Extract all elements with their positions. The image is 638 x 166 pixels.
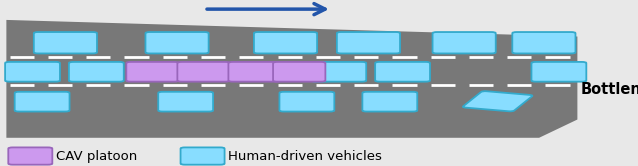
Text: Bottleneck: Bottleneck	[581, 82, 638, 97]
FancyBboxPatch shape	[254, 32, 317, 53]
FancyBboxPatch shape	[531, 62, 586, 82]
Text: CAV platoon: CAV platoon	[56, 150, 137, 163]
FancyBboxPatch shape	[145, 32, 209, 53]
FancyBboxPatch shape	[433, 32, 496, 53]
FancyBboxPatch shape	[362, 92, 417, 112]
FancyBboxPatch shape	[158, 92, 213, 112]
FancyBboxPatch shape	[8, 147, 52, 165]
FancyBboxPatch shape	[375, 62, 430, 82]
FancyBboxPatch shape	[177, 62, 230, 82]
FancyBboxPatch shape	[5, 62, 60, 82]
FancyBboxPatch shape	[69, 62, 124, 82]
FancyBboxPatch shape	[15, 92, 70, 112]
FancyBboxPatch shape	[279, 92, 334, 112]
Polygon shape	[6, 20, 577, 138]
FancyBboxPatch shape	[181, 147, 225, 165]
FancyBboxPatch shape	[512, 32, 575, 53]
FancyBboxPatch shape	[311, 62, 366, 82]
FancyBboxPatch shape	[337, 32, 400, 53]
FancyBboxPatch shape	[273, 62, 325, 82]
FancyBboxPatch shape	[463, 91, 532, 111]
FancyBboxPatch shape	[228, 62, 281, 82]
FancyBboxPatch shape	[34, 32, 97, 53]
Text: Human-driven vehicles: Human-driven vehicles	[228, 150, 382, 163]
FancyBboxPatch shape	[126, 62, 179, 82]
